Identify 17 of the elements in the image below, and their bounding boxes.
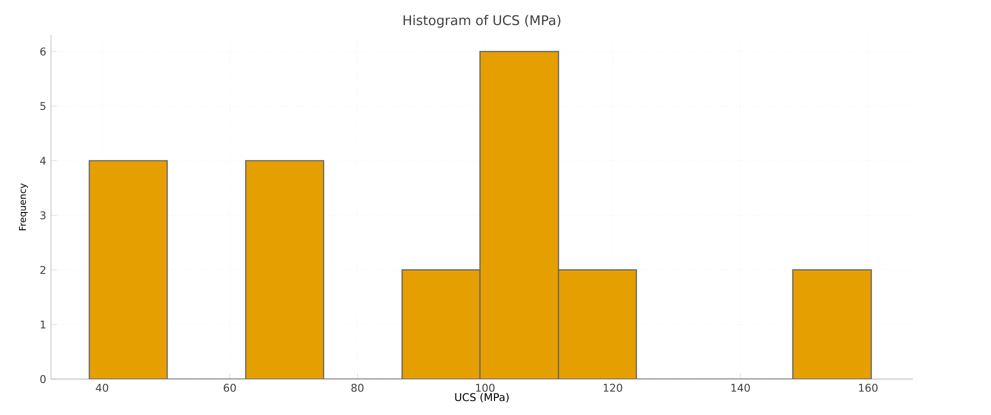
x-tick-label: 160 xyxy=(859,384,878,392)
chart-title: Histogram of UCS (MPa) xyxy=(404,14,560,28)
x-tick-label: 100 xyxy=(476,384,495,392)
y-tick-label: 0 xyxy=(40,375,46,384)
x-tick-label: 60 xyxy=(224,384,236,392)
x-tick-label: 40 xyxy=(96,384,108,392)
y-tick-label: 1 xyxy=(40,320,46,328)
x-tick-label: 120 xyxy=(604,384,622,392)
y-tick-label: 3 xyxy=(40,211,46,220)
y-tick-label: 6 xyxy=(40,47,46,56)
x-tick-label: 140 xyxy=(731,384,750,392)
x-axis-title: UCS (MPa) xyxy=(455,392,509,402)
y-tick-label: 5 xyxy=(40,102,46,110)
y-tick-label: 4 xyxy=(40,156,46,165)
y-tick-label: 2 xyxy=(40,266,46,274)
x-tick-label: 80 xyxy=(351,384,364,392)
y-axis-title: Frequency xyxy=(19,183,28,230)
